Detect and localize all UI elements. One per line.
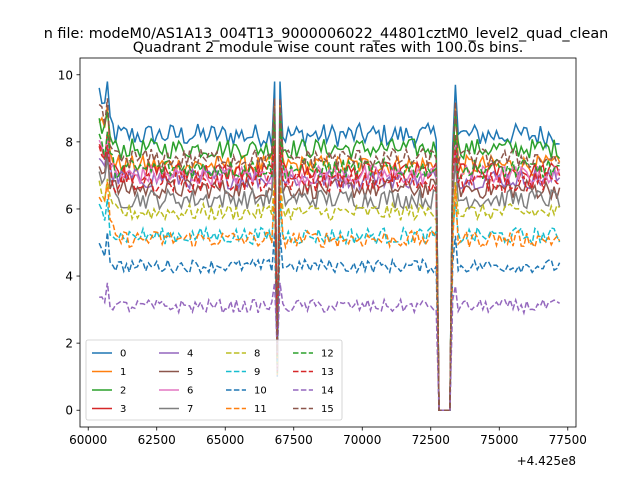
series-line-3 (98, 131, 561, 411)
x-tick-label: 62500 (138, 433, 176, 447)
legend-label-13: 13 (321, 367, 334, 378)
legend-label-8: 8 (254, 349, 260, 360)
legend-box (85, 339, 343, 421)
x-offset-label: +4.425e8 (517, 454, 576, 468)
chart-title: Quadrant 2 module wise count rates with … (133, 40, 524, 56)
series-line-0 (98, 81, 560, 411)
y-tick-label: 0 (65, 404, 73, 418)
series-line-5 (98, 151, 561, 411)
series-line-11 (98, 181, 561, 411)
x-tick-label: 77500 (549, 433, 587, 447)
axes: 60000 62500 65000 67500 70000 72500 75000 77500… (58, 57, 587, 447)
legend-label-0: 0 (120, 349, 126, 360)
x-tick-label: 60000 (69, 433, 107, 447)
axes-frame (79, 57, 577, 428)
series-line-6 (98, 138, 561, 411)
x-tick-label: 67500 (275, 433, 313, 447)
series-line-2 (98, 111, 561, 411)
figure-suptitle: n file: modeM0/AS1A13_004T13_9000006022_… (44, 26, 609, 42)
x-tick-label: 75000 (480, 433, 518, 447)
y-tick-label: 2 (65, 337, 73, 351)
legend-label-6: 6 (187, 386, 193, 397)
x-tick-label: 72500 (412, 433, 450, 447)
series-line-15 (98, 98, 560, 411)
legend-label-10: 10 (254, 386, 267, 397)
series-line-9 (98, 198, 561, 411)
series-layer (98, 81, 561, 411)
legend-label-7: 7 (187, 404, 193, 415)
legend-label-9: 9 (254, 367, 260, 378)
legend-label-3: 3 (120, 404, 126, 415)
series-line-13 (98, 145, 560, 411)
legend-label-2: 2 (120, 386, 126, 397)
series-line-12 (98, 131, 560, 411)
y-tick-label: 8 (65, 135, 73, 149)
legend-label-1: 1 (120, 367, 126, 378)
y-tick-label: 10 (58, 68, 73, 82)
legend-label-14: 14 (321, 386, 334, 397)
y-tick-label: 4 (65, 270, 73, 284)
legend-label-4: 4 (187, 349, 193, 360)
series-line-14 (99, 282, 560, 411)
y-tick-label: 6 (65, 202, 73, 216)
x-tick-label: 65000 (206, 433, 244, 447)
legend-label-15: 15 (321, 404, 334, 415)
x-tick-label: 70000 (343, 433, 381, 447)
legend-label-12: 12 (321, 349, 334, 360)
legend-label-5: 5 (187, 367, 193, 378)
legend-label-11: 11 (254, 404, 267, 415)
